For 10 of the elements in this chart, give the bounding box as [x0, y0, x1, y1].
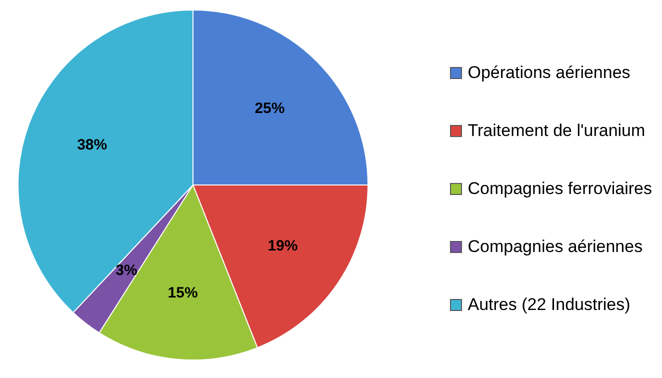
legend-label: Compagnies ferroviaires: [468, 179, 652, 199]
data-label: 3%: [116, 262, 138, 280]
data-label: 25%: [254, 100, 285, 117]
data-label: 19%: [268, 237, 298, 254]
data-label: 15%: [168, 284, 198, 302]
legend-label: Autres (22 Industries): [468, 295, 630, 315]
data-label: 38%: [77, 136, 108, 154]
legend-label: Traitement de l'uranium: [468, 121, 646, 141]
legend-label: Compagnies aériennes: [468, 237, 643, 257]
legend-label: Opérations aériennes: [468, 63, 630, 83]
